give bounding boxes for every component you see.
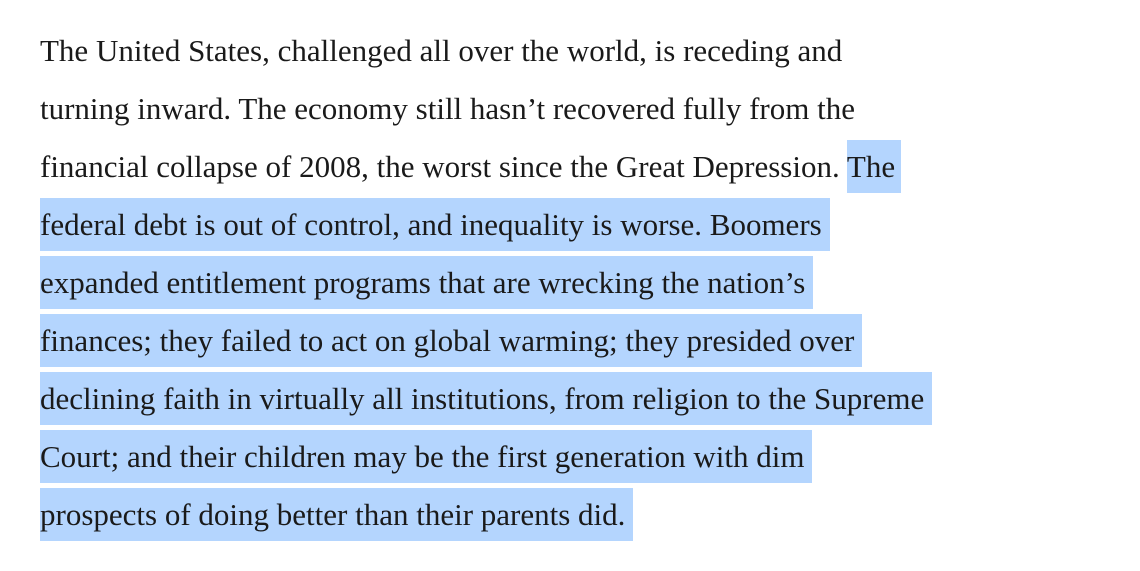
paragraph-line: federal debt is out of control, and ineq… [40,196,1130,254]
line-text: turning inward. The economy still hasn’t… [40,91,855,126]
selected-text: federal debt is out of control, and ineq… [40,198,830,251]
paragraph-line: expanded entitlement programs that are w… [40,254,1130,312]
paragraph-line: finances; they failed to act on global w… [40,312,1130,370]
line-text: The United States, challenged all over t… [40,33,843,68]
selected-text: declining faith in virtually all institu… [40,372,933,425]
selected-text: Court; and their children may be the fir… [40,430,813,483]
article-paragraph[interactable]: The United States, challenged all over t… [40,22,1130,544]
paragraph-line: prospects of doing better than their par… [40,486,1130,544]
selected-text: prospects of doing better than their par… [40,488,634,541]
selected-text: expanded entitlement programs that are w… [40,256,814,309]
line-text: financial collapse of 2008, the worst si… [40,149,847,184]
paragraph-line: declining faith in virtually all institu… [40,370,1130,428]
paragraph-line: The United States, challenged all over t… [40,22,1130,80]
selected-text: The [846,140,902,193]
selected-text: finances; they failed to act on global w… [40,314,863,367]
paragraph-line: Court; and their children may be the fir… [40,428,1130,486]
paragraph-line: financial collapse of 2008, the worst si… [40,138,1130,196]
paragraph-line: turning inward. The economy still hasn’t… [40,80,1130,138]
